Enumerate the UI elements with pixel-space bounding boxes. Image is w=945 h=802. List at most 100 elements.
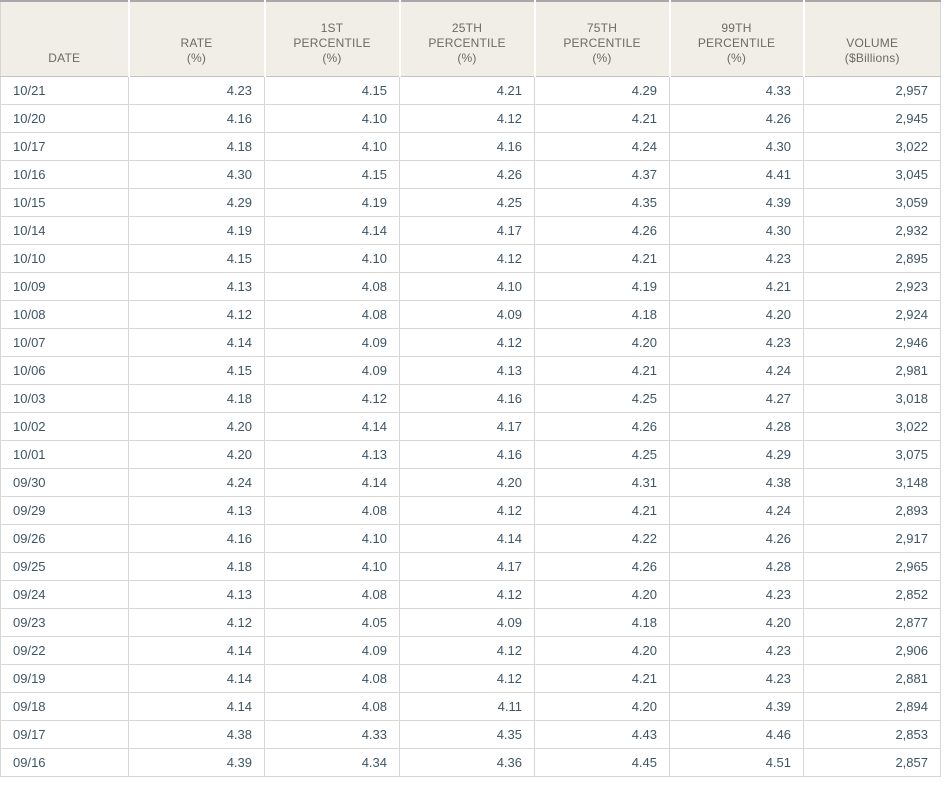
- percentile-75th-cell: 4.26: [534, 551, 670, 581]
- percentile-99th-cell: 4.41: [669, 159, 804, 189]
- percentile-75th-cell: 4.37: [534, 159, 670, 189]
- rates-table: DATE RATE (%) 1ST PERCENTILE (%) 25TH PE…: [0, 0, 941, 777]
- percentile-1st-cell: 4.08: [264, 299, 400, 329]
- percentile-99th-cell: 4.29: [669, 439, 804, 469]
- date-cell: 09/30: [0, 467, 129, 497]
- rate-cell: 4.38: [128, 719, 265, 749]
- percentile-1st-cell: 4.09: [264, 635, 400, 665]
- rate-cell: 4.14: [128, 691, 265, 721]
- rate-cell: 4.30: [128, 159, 265, 189]
- table-row: 09/24 4.13 4.08 4.12 4.20 4.23 2,852: [0, 579, 941, 609]
- percentile-75th-cell: 4.26: [534, 411, 670, 441]
- volume-cell: 2,853: [803, 719, 941, 749]
- table-row: 10/01 4.20 4.13 4.16 4.25 4.29 3,075: [0, 439, 941, 469]
- percentile-99th-cell: 4.20: [669, 299, 804, 329]
- percentile-75th-cell: 4.22: [534, 523, 670, 553]
- date-cell: 10/09: [0, 271, 129, 301]
- volume-cell: 2,906: [803, 635, 941, 665]
- percentile-75th-cell: 4.21: [534, 663, 670, 693]
- percentile-25th-cell: 4.12: [399, 495, 535, 525]
- volume-cell: 2,894: [803, 691, 941, 721]
- date-cell: 10/01: [0, 439, 129, 469]
- date-cell: 10/16: [0, 159, 129, 189]
- date-cell: 10/14: [0, 215, 129, 245]
- rate-cell: 4.20: [128, 439, 265, 469]
- table-row: 09/22 4.14 4.09 4.12 4.20 4.23 2,906: [0, 635, 941, 665]
- percentile-99th-cell: 4.46: [669, 719, 804, 749]
- volume-cell: 2,893: [803, 495, 941, 525]
- rate-cell: 4.39: [128, 747, 265, 777]
- percentile-25th-cell: 4.16: [399, 131, 535, 161]
- percentile-75th-cell: 4.21: [534, 355, 670, 385]
- percentile-1st-cell: 4.19: [264, 187, 400, 217]
- table-row: 09/17 4.38 4.33 4.35 4.43 4.46 2,853: [0, 719, 941, 749]
- date-cell: 10/20: [0, 103, 129, 133]
- date-cell: 09/17: [0, 719, 129, 749]
- column-header-volume: VOLUME ($Billions): [802, 1, 941, 77]
- table-row: 10/20 4.16 4.10 4.12 4.21 4.26 2,945: [0, 103, 941, 133]
- percentile-75th-cell: 4.35: [534, 187, 670, 217]
- table-row: 10/09 4.13 4.08 4.10 4.19 4.21 2,923: [0, 271, 941, 301]
- percentile-75th-cell: 4.21: [534, 495, 670, 525]
- percentile-25th-cell: 4.35: [399, 719, 535, 749]
- date-cell: 09/25: [0, 551, 129, 581]
- table-row: 09/18 4.14 4.08 4.11 4.20 4.39 2,894: [0, 691, 941, 721]
- percentile-1st-cell: 4.14: [264, 215, 400, 245]
- percentile-99th-cell: 4.28: [669, 411, 804, 441]
- date-cell: 10/15: [0, 187, 129, 217]
- date-cell: 10/10: [0, 243, 129, 273]
- column-header-rate: RATE (%): [127, 1, 265, 77]
- volume-cell: 3,022: [803, 131, 941, 161]
- percentile-75th-cell: 4.18: [534, 607, 670, 637]
- date-cell: 09/26: [0, 523, 129, 553]
- percentile-25th-cell: 4.14: [399, 523, 535, 553]
- percentile-1st-cell: 4.05: [264, 607, 400, 637]
- volume-cell: 2,857: [803, 747, 941, 777]
- percentile-99th-cell: 4.23: [669, 243, 804, 273]
- rate-cell: 4.14: [128, 663, 265, 693]
- rate-cell: 4.16: [128, 523, 265, 553]
- percentile-25th-cell: 4.12: [399, 103, 535, 133]
- percentile-1st-cell: 4.15: [264, 159, 400, 189]
- table-row: 10/02 4.20 4.14 4.17 4.26 4.28 3,022: [0, 411, 941, 441]
- volume-cell: 2,877: [803, 607, 941, 637]
- percentile-25th-cell: 4.12: [399, 635, 535, 665]
- percentile-75th-cell: 4.31: [534, 467, 670, 497]
- percentile-25th-cell: 4.12: [399, 663, 535, 693]
- percentile-1st-cell: 4.08: [264, 663, 400, 693]
- rate-cell: 4.16: [128, 103, 265, 133]
- percentile-25th-cell: 4.16: [399, 383, 535, 413]
- percentile-99th-cell: 4.20: [669, 607, 804, 637]
- percentile-75th-cell: 4.18: [534, 299, 670, 329]
- date-cell: 09/22: [0, 635, 129, 665]
- percentile-25th-cell: 4.16: [399, 439, 535, 469]
- date-cell: 09/18: [0, 691, 129, 721]
- rate-cell: 4.23: [128, 75, 265, 105]
- percentile-99th-cell: 4.23: [669, 635, 804, 665]
- volume-cell: 2,852: [803, 579, 941, 609]
- table-row: 09/19 4.14 4.08 4.12 4.21 4.23 2,881: [0, 663, 941, 693]
- percentile-1st-cell: 4.33: [264, 719, 400, 749]
- percentile-25th-cell: 4.17: [399, 215, 535, 245]
- date-cell: 10/21: [0, 75, 129, 105]
- percentile-99th-cell: 4.23: [669, 327, 804, 357]
- percentile-99th-cell: 4.23: [669, 663, 804, 693]
- percentile-99th-cell: 4.27: [669, 383, 804, 413]
- volume-cell: 2,981: [803, 355, 941, 385]
- percentile-75th-cell: 4.20: [534, 579, 670, 609]
- percentile-1st-cell: 4.08: [264, 691, 400, 721]
- volume-cell: 3,059: [803, 187, 941, 217]
- rate-cell: 4.12: [128, 299, 265, 329]
- rate-cell: 4.18: [128, 383, 265, 413]
- date-cell: 10/17: [0, 131, 129, 161]
- percentile-99th-cell: 4.39: [669, 187, 804, 217]
- table-row: 09/23 4.12 4.05 4.09 4.18 4.20 2,877: [0, 607, 941, 637]
- percentile-99th-cell: 4.33: [669, 75, 804, 105]
- rate-cell: 4.24: [128, 467, 265, 497]
- percentile-25th-cell: 4.26: [399, 159, 535, 189]
- percentile-75th-cell: 4.25: [534, 383, 670, 413]
- volume-cell: 2,946: [803, 327, 941, 357]
- percentile-1st-cell: 4.10: [264, 551, 400, 581]
- percentile-1st-cell: 4.14: [264, 467, 400, 497]
- rate-cell: 4.18: [128, 551, 265, 581]
